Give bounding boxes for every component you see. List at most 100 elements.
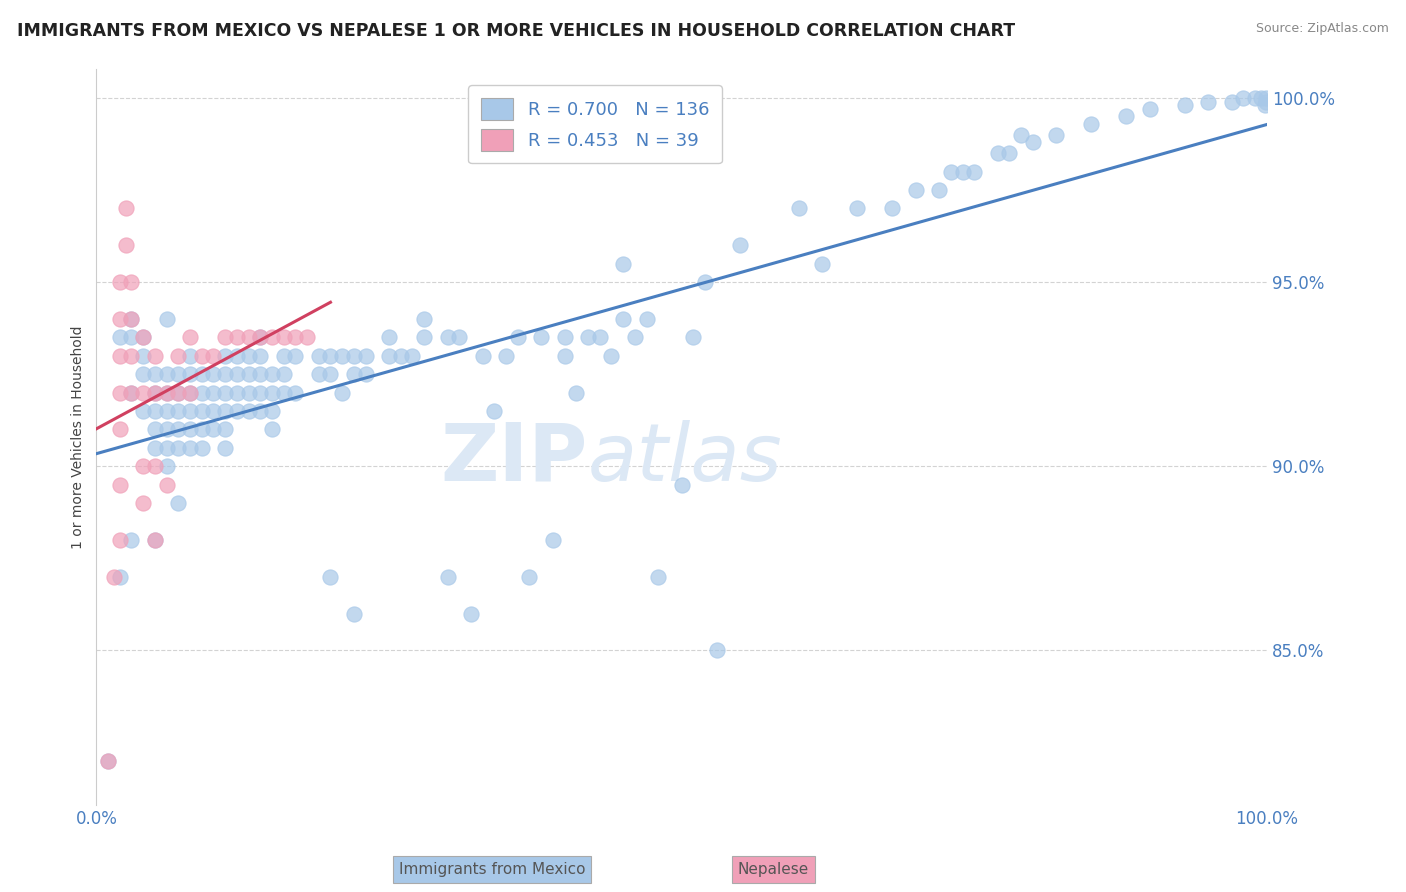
Point	[214, 349, 236, 363]
Point	[273, 367, 295, 381]
Point	[121, 330, 143, 344]
Point	[1045, 128, 1067, 142]
Point	[706, 643, 728, 657]
Point	[214, 330, 236, 344]
Point	[260, 367, 283, 381]
Point	[413, 330, 436, 344]
Point	[132, 330, 155, 344]
Point	[249, 330, 271, 344]
Legend: R = 0.700   N = 136, R = 0.453   N = 39: R = 0.700 N = 136, R = 0.453 N = 39	[468, 85, 721, 163]
Text: ZIP: ZIP	[440, 420, 588, 498]
Point	[214, 441, 236, 455]
Point	[225, 385, 247, 400]
Point	[121, 385, 143, 400]
Point	[143, 459, 166, 474]
Point	[143, 441, 166, 455]
Point	[190, 422, 212, 436]
Point	[378, 349, 401, 363]
Point	[179, 367, 201, 381]
Point	[202, 404, 225, 418]
Point	[108, 312, 131, 326]
Point	[155, 367, 177, 381]
Point	[190, 404, 212, 418]
Point	[636, 312, 658, 326]
Point	[260, 385, 283, 400]
Point	[600, 349, 623, 363]
Point	[1254, 95, 1277, 109]
Point	[249, 385, 271, 400]
Point	[987, 146, 1010, 161]
Point	[811, 257, 834, 271]
Point	[97, 754, 120, 768]
Point	[179, 349, 201, 363]
Point	[343, 367, 366, 381]
Point	[179, 441, 201, 455]
Point	[225, 330, 247, 344]
Point	[330, 385, 353, 400]
Point	[998, 146, 1021, 161]
Point	[1253, 98, 1275, 112]
Text: Nepalese: Nepalese	[738, 863, 808, 877]
Point	[155, 385, 177, 400]
Point	[576, 330, 599, 344]
Point	[319, 570, 342, 584]
Point	[541, 533, 564, 547]
Point	[179, 422, 201, 436]
Point	[495, 349, 517, 363]
Point	[238, 349, 260, 363]
Point	[565, 385, 588, 400]
Point	[225, 349, 247, 363]
Point	[308, 367, 330, 381]
Point	[1250, 91, 1272, 105]
Point	[132, 349, 155, 363]
Point	[179, 385, 201, 400]
Point	[1022, 135, 1045, 149]
Point	[202, 367, 225, 381]
Point	[378, 330, 401, 344]
Point	[554, 330, 576, 344]
Point	[1220, 95, 1243, 109]
Point	[132, 496, 155, 510]
Point	[1139, 102, 1161, 116]
Point	[103, 570, 125, 584]
Point	[179, 385, 201, 400]
Point	[121, 275, 143, 289]
Point	[155, 441, 177, 455]
Point	[132, 404, 155, 418]
Point	[214, 404, 236, 418]
Point	[471, 349, 494, 363]
Point	[238, 385, 260, 400]
Point	[121, 312, 143, 326]
Point	[519, 570, 541, 584]
Point	[121, 312, 143, 326]
Text: IMMIGRANTS FROM MEXICO VS NEPALESE 1 OR MORE VEHICLES IN HOUSEHOLD CORRELATION C: IMMIGRANTS FROM MEXICO VS NEPALESE 1 OR …	[17, 22, 1015, 40]
Point	[108, 533, 131, 547]
Point	[167, 349, 190, 363]
Point	[202, 385, 225, 400]
Point	[225, 367, 247, 381]
Point	[167, 496, 190, 510]
Point	[190, 367, 212, 381]
Point	[354, 367, 377, 381]
Point	[273, 349, 295, 363]
Point	[413, 312, 436, 326]
Point	[354, 349, 377, 363]
Point	[460, 607, 482, 621]
Point	[143, 404, 166, 418]
Point	[114, 238, 136, 252]
Point	[249, 330, 271, 344]
Point	[273, 330, 295, 344]
Point	[1254, 91, 1277, 105]
Point	[319, 367, 342, 381]
Point	[132, 330, 155, 344]
Point	[249, 404, 271, 418]
Point	[506, 330, 529, 344]
Point	[167, 422, 190, 436]
Point	[882, 202, 904, 216]
Point	[214, 367, 236, 381]
Point	[238, 330, 260, 344]
Point	[167, 404, 190, 418]
Point	[143, 385, 166, 400]
Point	[554, 349, 576, 363]
Point	[108, 422, 131, 436]
